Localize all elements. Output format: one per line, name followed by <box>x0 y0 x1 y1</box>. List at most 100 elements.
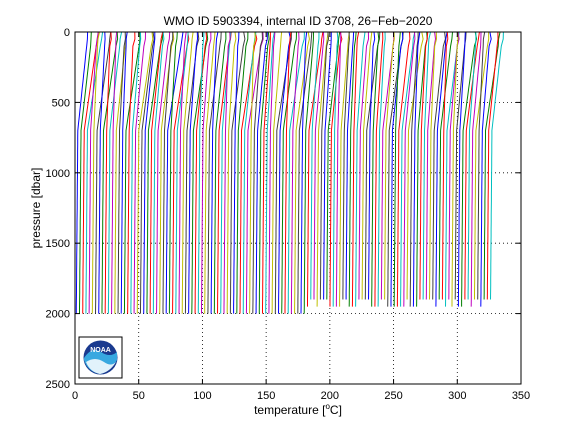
y-tick-label: 2000 <box>46 309 70 321</box>
x-tick-label: 350 <box>512 390 530 402</box>
x-tick-label: 100 <box>193 390 211 402</box>
temperature-profile-line <box>377 31 386 307</box>
temperature-profile-line <box>467 31 477 300</box>
temperature-profile-line <box>239 31 258 314</box>
temperature-profile-line <box>319 31 330 300</box>
temperature-profile-line <box>85 31 104 314</box>
temperature-profile-line <box>486 31 499 300</box>
temperature-profile-line <box>326 31 341 300</box>
temperature-profile-line <box>249 31 256 314</box>
temperature-profiles <box>75 31 504 314</box>
temperature-profile-line <box>245 31 264 314</box>
temperature-profile-line <box>284 31 292 314</box>
temperature-profile-line <box>329 31 343 307</box>
x-tick-label: 300 <box>448 390 466 402</box>
temperature-profile-line <box>477 31 486 300</box>
x-tick-label: 50 <box>133 390 145 402</box>
temperature-profile-line <box>470 31 482 307</box>
temperature-profile-line <box>197 31 205 314</box>
y-tick-label: 1000 <box>46 168 70 180</box>
temperature-profile-line <box>425 31 437 300</box>
temperature-profile-line <box>416 31 428 307</box>
temperature-profile-line <box>355 31 366 307</box>
temperature-profile-line <box>290 31 300 314</box>
temperature-profile-line <box>474 31 490 300</box>
x-tick-label: 0 <box>72 390 78 402</box>
temperature-profile-line <box>281 31 297 314</box>
temperature-profile-line <box>454 31 467 300</box>
temperature-profile-line <box>480 31 492 307</box>
temperature-profile-line <box>178 31 187 314</box>
temperature-profile-line <box>387 31 404 307</box>
temperature-profile-line <box>345 31 355 300</box>
y-tick-label: 500 <box>52 97 70 109</box>
temperature-profile-line <box>364 31 381 300</box>
temperature-profile-line <box>409 32 419 307</box>
temperature-profile-line <box>265 31 275 314</box>
temperature-profile-line <box>91 31 100 314</box>
temperature-profile-line <box>191 31 209 314</box>
temperature-profile-line <box>419 31 429 300</box>
plot-frame <box>74 31 522 385</box>
temperature-profile-line <box>159 31 175 314</box>
temperature-profile-line <box>287 31 305 314</box>
temperature-profile-line <box>403 31 416 307</box>
y-tick-label: 2500 <box>46 379 70 391</box>
temperature-profile-line <box>268 31 276 314</box>
temperature-profile-line <box>127 31 136 314</box>
temperature-profile-line <box>400 31 416 307</box>
temperature-profile-line <box>361 31 373 300</box>
temperature-profile-line <box>120 31 128 314</box>
temperature-profile-line <box>371 31 380 307</box>
temperature-profile-line <box>204 31 216 314</box>
temperature-profile-line <box>316 31 329 307</box>
temperature-profile-line <box>79 31 92 314</box>
y-axis-ticks: 0 500 1000 1500 2000 2500 <box>46 27 521 391</box>
temperature-profile-line <box>133 31 146 314</box>
x-axis-label-main: temperature [ <box>254 403 326 417</box>
temperature-profile-line <box>384 31 395 300</box>
temperature-profile-line <box>104 31 112 314</box>
temperature-profile-line <box>310 31 320 300</box>
temperature-profile-line <box>278 31 292 314</box>
temperature-profile-line <box>457 31 466 307</box>
temperature-profile-line <box>168 31 178 314</box>
temperature-profile-line <box>233 31 240 314</box>
x-axis-ticks: 0 50 100 150 200 250 300 350 <box>72 32 530 402</box>
noaa-logo-icon: NOAA <box>78 336 123 379</box>
temperature-profile-line <box>184 31 200 314</box>
temperature-profile-line <box>123 31 141 314</box>
temperature-profile-line <box>339 31 350 307</box>
temperature-profile-line <box>461 31 478 307</box>
temperature-profile-line <box>445 31 460 307</box>
temperature-profile-line <box>307 31 324 307</box>
temperature-profile-line <box>262 32 271 314</box>
chart-title: WMO ID 5903394, internal ID 3708, 26−Feb… <box>164 14 433 28</box>
temperature-profile-line <box>107 31 123 314</box>
temperature-profile-line <box>393 31 401 307</box>
x-tick-label: 150 <box>257 390 275 402</box>
temperature-profile-line <box>207 31 222 314</box>
temperature-profile-line <box>490 31 504 300</box>
temperature-profile-line <box>146 31 164 314</box>
temperature-profile-line <box>300 31 308 314</box>
x-axis-label: temperature [oC] <box>254 402 342 417</box>
temperature-profile-line <box>217 31 232 314</box>
temperature-profile-line <box>348 31 357 307</box>
y-axis-label: pressure [dbar] <box>29 168 43 249</box>
temperature-profile-line <box>323 31 332 300</box>
temperature-profile-line <box>98 31 106 314</box>
temperature-profile-line <box>380 31 395 300</box>
temperature-profile-line <box>188 31 199 314</box>
temperature-profile-line <box>143 32 156 314</box>
temperature-profile-line <box>242 31 257 314</box>
temperature-profile-line <box>88 31 99 314</box>
temperature-profile-line <box>255 32 268 314</box>
temperature-profile-line <box>368 31 376 300</box>
y-tick-label: 1500 <box>46 238 70 250</box>
temperature-profile-line <box>429 31 438 300</box>
temperature-profile-line <box>451 31 459 307</box>
temperature-profile-line <box>111 31 118 314</box>
temperature-profile-line <box>136 31 154 314</box>
